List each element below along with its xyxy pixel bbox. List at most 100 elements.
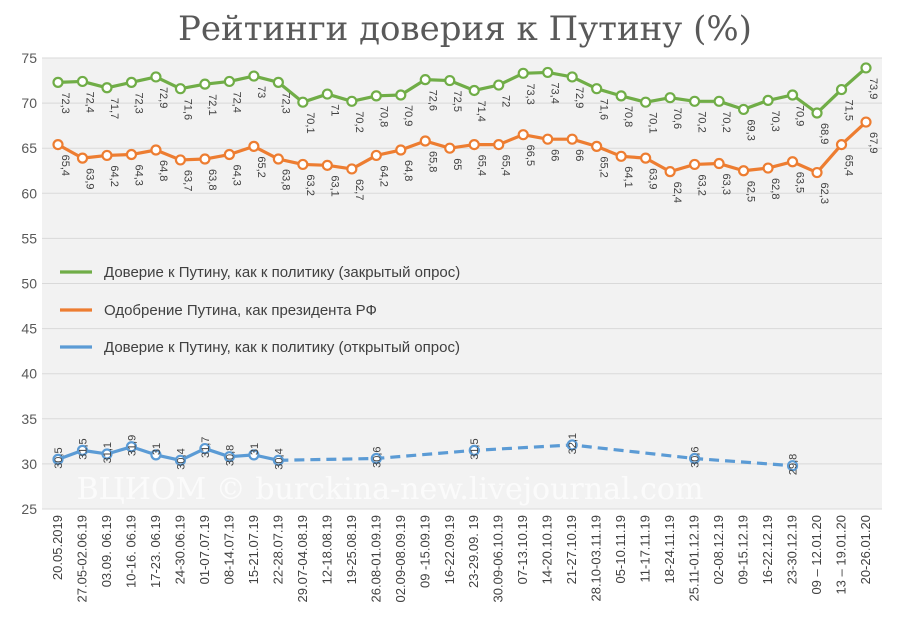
x-tick-label: 11-17.11.19 bbox=[638, 515, 653, 582]
data-label: 70,9 bbox=[794, 105, 806, 126]
data-label: 63,1 bbox=[328, 175, 340, 196]
data-point bbox=[370, 90, 382, 102]
x-tick-label: 23-30.12.19 bbox=[785, 515, 800, 584]
data-point bbox=[591, 83, 603, 95]
data-point bbox=[174, 83, 187, 95]
x-tick-label: 07-13.10.19 bbox=[515, 515, 530, 584]
data-point bbox=[199, 78, 211, 90]
data-label: 71,7 bbox=[108, 98, 120, 119]
data-label: 63,9 bbox=[83, 168, 95, 189]
data-label: 72,9 bbox=[157, 87, 169, 108]
y-axis-ticks: 25 30 35 40 45 50 55 60 65 70 75 bbox=[21, 50, 37, 517]
data-label: 63,7 bbox=[181, 170, 193, 191]
data-point bbox=[321, 159, 333, 171]
x-tick-label: 22-28.07.19 bbox=[270, 515, 285, 584]
data-point bbox=[664, 166, 676, 178]
data-label: 70,2 bbox=[353, 111, 365, 132]
data-label: 70,2 bbox=[696, 111, 708, 132]
data-point bbox=[52, 76, 64, 88]
data-label: 62,7 bbox=[353, 179, 365, 200]
data-point bbox=[150, 144, 162, 156]
data-point bbox=[615, 150, 627, 162]
series-line bbox=[57, 120, 868, 175]
x-tick-label: 21-27.10.19 bbox=[564, 515, 579, 584]
data-point bbox=[321, 88, 333, 100]
x-tick-label: 09-15.12.19 bbox=[736, 515, 751, 584]
data-point bbox=[346, 95, 358, 107]
data-point bbox=[860, 116, 872, 128]
series-trust-open bbox=[52, 439, 799, 472]
data-label: 71,6 bbox=[598, 99, 610, 120]
data-point bbox=[762, 162, 774, 174]
data-point bbox=[223, 451, 235, 463]
data-label: 70,6 bbox=[671, 108, 683, 129]
data-label: 65,4 bbox=[59, 155, 71, 176]
data-point bbox=[419, 74, 431, 86]
x-tick-label: 02.09-08.09.19 bbox=[393, 515, 408, 602]
data-label: 31,9 bbox=[126, 435, 138, 456]
data-point bbox=[542, 133, 554, 145]
x-tick-label: 15-21.07.19 bbox=[246, 515, 261, 584]
data-point bbox=[786, 156, 799, 168]
data-label: 72,4 bbox=[230, 91, 242, 112]
data-label: 64,8 bbox=[402, 160, 414, 181]
data-point bbox=[517, 129, 529, 141]
legend: Доверие к Путину, как к политику (закрыт… bbox=[60, 264, 460, 356]
x-tick-label: 28.10-03.11.19 bbox=[589, 515, 604, 602]
data-point bbox=[566, 133, 578, 145]
y-tick-label: 70 bbox=[21, 95, 37, 111]
data-label: 31 bbox=[151, 443, 163, 455]
data-label: 30,4 bbox=[175, 448, 187, 469]
data-label: 66 bbox=[549, 149, 561, 161]
data-label: 29,8 bbox=[788, 454, 800, 475]
data-point bbox=[444, 74, 456, 87]
y-tick-label: 50 bbox=[21, 276, 37, 292]
data-point bbox=[664, 92, 676, 104]
data-point bbox=[737, 165, 750, 177]
data-label: 62,8 bbox=[769, 178, 781, 199]
data-point bbox=[566, 71, 578, 83]
data-point bbox=[493, 79, 505, 91]
data-point bbox=[786, 89, 799, 101]
data-label: 31,1 bbox=[102, 442, 114, 463]
y-tick-label: 75 bbox=[21, 50, 37, 66]
data-label: 64,2 bbox=[108, 165, 120, 186]
data-label: 69,3 bbox=[745, 119, 757, 140]
data-point bbox=[52, 453, 64, 465]
data-point bbox=[517, 67, 529, 79]
data-point bbox=[713, 95, 725, 107]
legend-entry: Доверие к Путину, как к политику (открыт… bbox=[104, 339, 460, 356]
data-label: 64,3 bbox=[230, 165, 242, 186]
data-point bbox=[248, 70, 260, 82]
series-trust-closed bbox=[52, 62, 872, 119]
x-tick-label: 03.09. 06.19 bbox=[99, 515, 114, 587]
data-point bbox=[713, 157, 725, 170]
data-point bbox=[419, 135, 431, 147]
data-point bbox=[297, 96, 309, 108]
data-point bbox=[101, 149, 113, 162]
data-point bbox=[248, 140, 260, 152]
data-point bbox=[272, 76, 284, 88]
data-label: 70,2 bbox=[720, 111, 732, 132]
x-tick-label: 20.05.2019 bbox=[50, 515, 65, 580]
data-label: 62,4 bbox=[671, 182, 683, 203]
series-approval bbox=[52, 116, 872, 179]
data-label: 65,8 bbox=[426, 151, 438, 172]
data-point bbox=[125, 441, 138, 453]
data-label: 65,4 bbox=[500, 155, 512, 176]
x-tick-label: 09 -15.09.19 bbox=[417, 515, 432, 588]
series-line-solid bbox=[57, 445, 279, 462]
data-point bbox=[566, 439, 578, 451]
data-label: 30,6 bbox=[371, 446, 383, 467]
y-tick-label: 30 bbox=[21, 456, 37, 472]
data-label: 71,6 bbox=[181, 99, 193, 120]
gridlines bbox=[42, 57, 882, 510]
data-label: 70,9 bbox=[402, 105, 414, 126]
x-axis-ticks: 20.05.2019 27.05-02.06.19 03.09. 06.19 10-1… bbox=[50, 515, 873, 602]
data-label: 72,3 bbox=[279, 92, 291, 113]
data-point bbox=[737, 103, 750, 116]
y-tick-label: 25 bbox=[21, 501, 37, 517]
data-point bbox=[689, 95, 701, 107]
data-point bbox=[689, 452, 701, 465]
